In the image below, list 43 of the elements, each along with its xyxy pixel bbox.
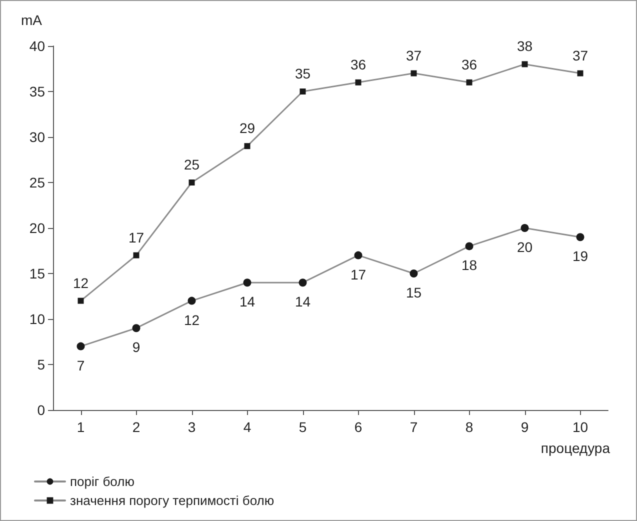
y-tick-label: 0 [37,402,46,418]
x-tick-label: 10 [572,419,588,435]
data-label: 29 [239,120,256,136]
data-label: 20 [516,239,533,255]
y-tick-label: 20 [29,220,46,236]
legend-label: значення порогу терпимості болю [70,493,274,508]
data-label: 14 [294,294,311,310]
y-tick-label: 5 [37,356,46,372]
data-label: 9 [132,339,140,356]
data-label: 36 [350,56,366,72]
data-label: 18 [461,257,478,274]
y-axis-title: mA [21,12,43,28]
x-tick-label: 1 [76,419,85,435]
x-tick-label: 5 [298,419,307,435]
y-tick-label: 40 [29,38,46,54]
data-label: 36 [461,56,478,72]
data-label: 14 [239,294,256,310]
y-tick-label: 10 [29,311,46,327]
y-tick-label: 25 [29,174,46,190]
data-label: 15 [406,284,422,300]
data-label: 17 [128,229,144,246]
legend-label: поріг болю [70,474,135,489]
data-label: 38 [516,38,533,54]
y-tick-label: 35 [29,84,46,100]
data-label: 7 [76,357,85,374]
data-label: 35 [294,66,311,82]
data-label: 25 [184,156,200,172]
data-label: 12 [72,274,89,291]
data-label: 17 [350,266,366,282]
x-tick-label: 8 [465,419,474,435]
data-label: 37 [572,47,588,64]
x-axis-title: процедура [540,440,610,456]
x-tick-label: 7 [410,419,418,435]
x-tick-label: 6 [354,419,362,435]
data-label: 19 [572,248,588,264]
x-tick-label: 9 [520,419,529,435]
x-tick-label: 3 [188,419,196,435]
data-label: 37 [406,47,422,64]
data-label: 12 [184,312,200,328]
x-tick-label: 4 [243,419,252,435]
y-tick-label: 15 [29,266,46,282]
y-tick-label: 30 [29,129,46,145]
x-tick-label: 2 [132,419,140,435]
